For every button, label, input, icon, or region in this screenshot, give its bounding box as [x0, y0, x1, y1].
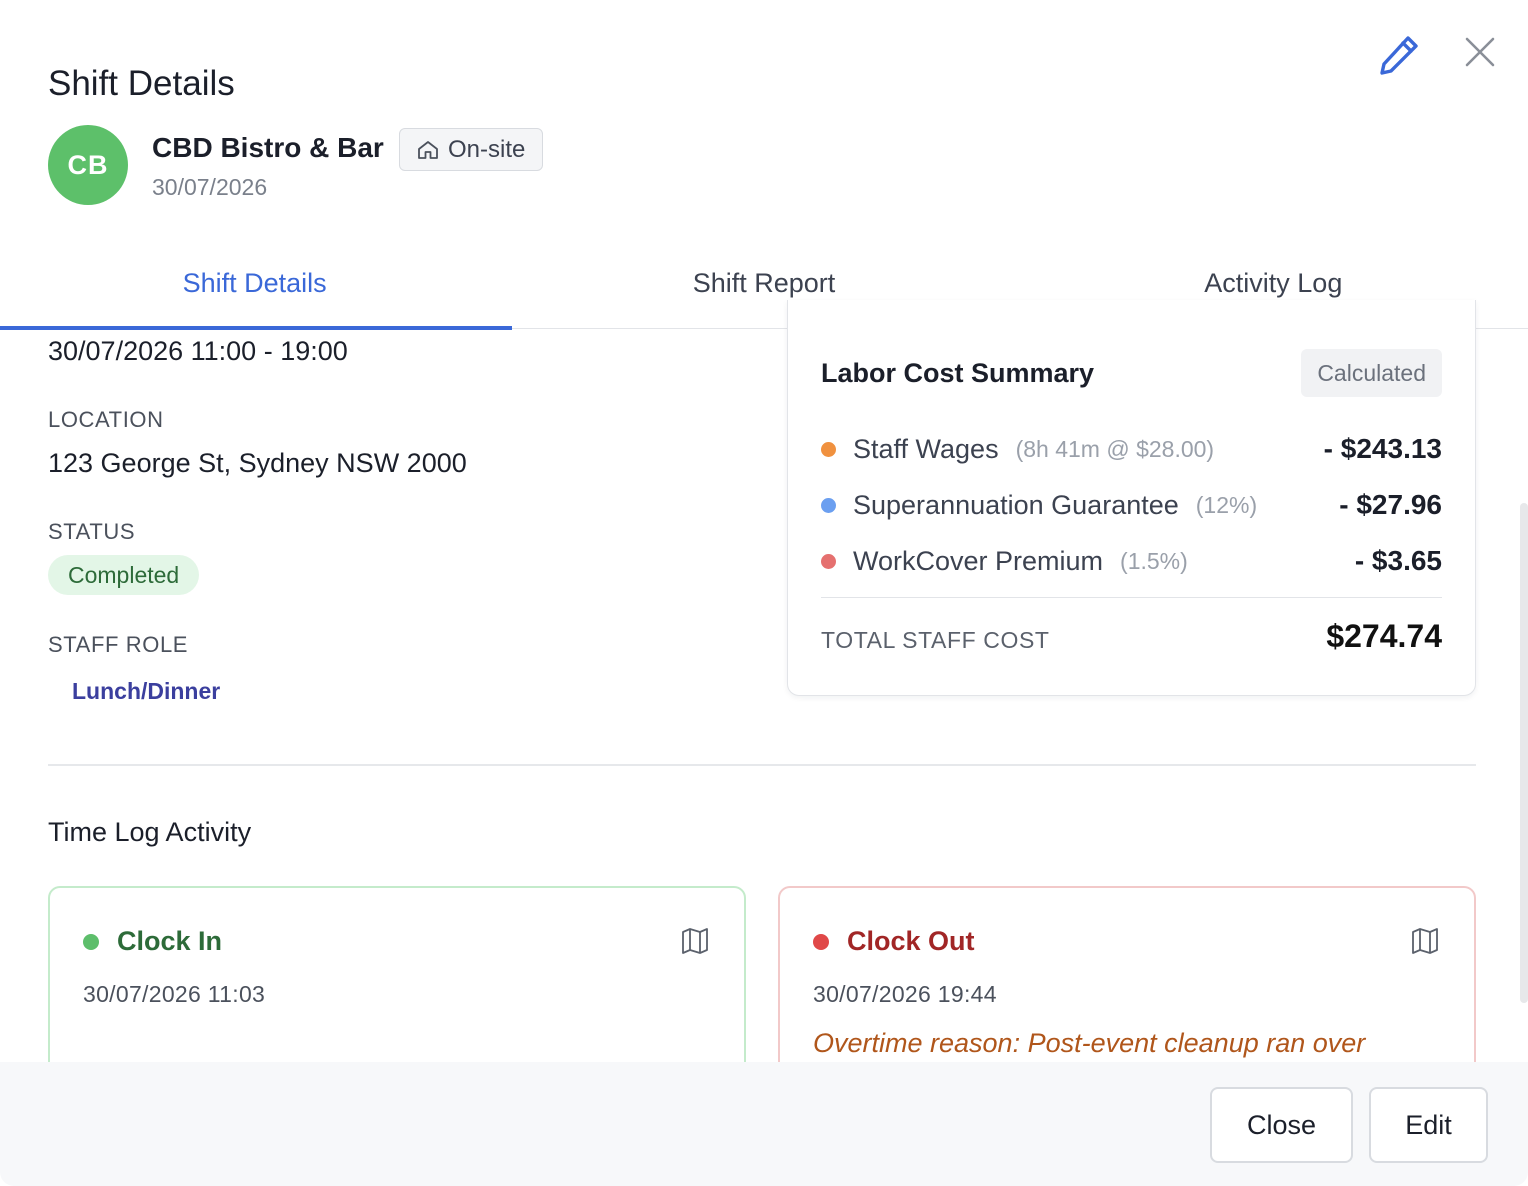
location-value: 123 George St, Sydney NSW 2000 [48, 448, 467, 478]
cost-row-workcover: WorkCover Premium (1.5%) - $3.65 [821, 541, 1442, 581]
tab-bar: Shift Details Shift Report Activity Log [0, 238, 1528, 330]
venue-name: CBD Bistro & Bar [152, 132, 384, 163]
cost-amount: - $3.65 [1354, 545, 1442, 576]
divider [821, 597, 1442, 598]
clock-out-time: 30/07/2026 19:44 [813, 981, 997, 1007]
staff-role-value[interactable]: Lunch/Dinner [72, 678, 221, 704]
clock-in-time: 30/07/2026 11:03 [83, 981, 266, 1007]
time-log-title: Time Log Activity [48, 817, 252, 847]
tab-shift-details[interactable]: Shift Details [0, 238, 513, 330]
clock-out-header: Clock Out [813, 926, 975, 957]
clock-out-label: Clock Out [847, 926, 975, 956]
shift-time-range: 30/07/2026 11:00 - 19:00 [48, 336, 348, 366]
location-label: LOCATION [48, 407, 164, 432]
cost-name: WorkCover Premium [853, 545, 1104, 576]
on-site-badge: On-site [399, 128, 544, 171]
close-icon[interactable] [1458, 30, 1502, 74]
cost-row-wages: Staff Wages (8h 41m @ $28.00) - $243.13 [821, 429, 1442, 469]
super-dot [821, 497, 836, 513]
cost-amount: - $243.13 [1323, 433, 1442, 464]
clock-in-header: Clock In [83, 926, 222, 957]
modal-title: Shift Details [48, 64, 235, 103]
status-label: STATUS [48, 519, 136, 544]
map-icon[interactable] [680, 926, 710, 956]
close-button[interactable]: Close [1210, 1087, 1353, 1163]
cost-note: (8h 41m @ $28.00) [1015, 435, 1215, 462]
section-divider [48, 764, 1476, 766]
scrollbar[interactable] [1520, 503, 1528, 1003]
cost-amount: - $27.96 [1339, 489, 1442, 520]
edit-button[interactable]: Edit [1369, 1087, 1488, 1163]
cost-row-super: Superannuation Guarantee (12%) - $27.96 [821, 485, 1442, 525]
clock-out-dot [813, 933, 829, 950]
status-badge: Completed [48, 555, 200, 595]
labor-cost-title: Labor Cost Summary [821, 358, 1095, 388]
total-cost-amount: $274.74 [1326, 618, 1442, 654]
clock-in-label: Clock In [117, 926, 223, 956]
cost-note: (12%) [1195, 491, 1258, 518]
cost-name: Staff Wages [853, 433, 999, 464]
clock-in-card: Clock In 30/07/2026 11:03 [48, 886, 746, 1086]
tab-activity-log[interactable]: Activity Log [1204, 267, 1343, 298]
overtime-reason: Overtime reason: Post-event cleanup ran … [813, 1028, 1366, 1058]
calculated-badge: Calculated [1301, 349, 1442, 397]
on-site-label: On-site [448, 135, 526, 163]
cost-note: (1.5%) [1120, 547, 1188, 574]
edit-pencil-icon[interactable] [1376, 30, 1424, 78]
clock-in-dot [83, 933, 99, 950]
clock-out-card: Clock Out 30/07/2026 19:44 Overtime reas… [778, 886, 1476, 1086]
avatar: CB [48, 125, 128, 205]
wages-dot [821, 441, 836, 457]
cost-name: Superannuation Guarantee [853, 489, 1179, 520]
staff-role-label: STAFF ROLE [48, 632, 189, 657]
map-icon[interactable] [1410, 926, 1440, 956]
shift-date: 30/07/2026 [152, 174, 268, 200]
home-icon [418, 140, 438, 159]
workcover-dot [821, 553, 836, 569]
labor-cost-card: Labor Cost Summary Calculated Staff Wage… [787, 300, 1476, 696]
tab-shift-report[interactable]: Shift Report [692, 267, 836, 298]
total-cost-label: TOTAL STAFF COST [821, 627, 1050, 653]
